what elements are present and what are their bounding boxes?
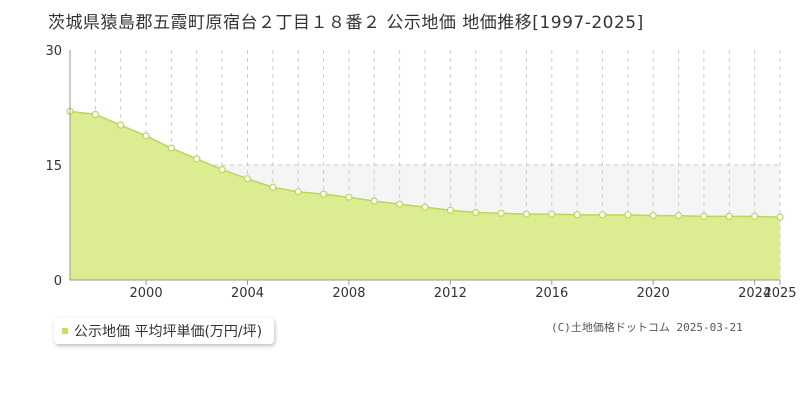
data-point [751, 212, 759, 220]
x-tick-label: 2008 [332, 286, 365, 301]
data-point [497, 209, 505, 217]
copyright-text: (C)土地価格ドットコム 2025-03-21 [551, 321, 743, 334]
data-point [319, 190, 328, 198]
y-tick-label: 15 [45, 159, 62, 174]
data-point [776, 213, 784, 221]
data-point [446, 206, 454, 214]
data-point [117, 121, 125, 129]
x-tick-label: 2020 [637, 286, 670, 301]
data-point [218, 166, 226, 174]
data-point [345, 193, 353, 201]
legend: 公示地価 平均坪単価(万円/坪) [54, 318, 275, 344]
data-point [700, 212, 708, 220]
y-tick-label: 30 [45, 44, 62, 59]
data-point [269, 183, 277, 191]
data-point [674, 212, 683, 220]
x-tick-label: 2012 [434, 286, 467, 301]
data-point [598, 211, 607, 219]
data-point [624, 211, 632, 219]
x-tick-label: 2000 [130, 286, 163, 301]
legend-marker [62, 328, 68, 334]
x-tick-label: 2016 [535, 286, 568, 301]
data-point [725, 212, 733, 220]
y-tick-label: 0 [54, 274, 62, 289]
data-point [193, 155, 201, 163]
data-point [243, 175, 252, 183]
data-point [167, 144, 176, 152]
series-area [70, 111, 780, 280]
legend-label: 公示地価 平均坪単価(万円/坪) [74, 324, 263, 340]
data-point [522, 210, 531, 218]
data-point [370, 197, 378, 205]
data-point [548, 210, 556, 218]
data-point [421, 203, 429, 211]
x-tick-label: 2004 [231, 286, 264, 301]
chart-title: 茨城県猿島郡五霞町原宿台２丁目１８番２ 公示地価 地価推移[1997-2025] [48, 13, 644, 33]
data-point [472, 208, 480, 217]
x-tick-label: 2025 [763, 286, 796, 301]
data-point [91, 110, 99, 119]
data-point [142, 132, 150, 140]
data-point [396, 200, 404, 208]
data-point [649, 212, 657, 220]
x-tick-label: 2024 [738, 286, 771, 301]
data-point [294, 188, 302, 196]
data-point [573, 211, 581, 219]
